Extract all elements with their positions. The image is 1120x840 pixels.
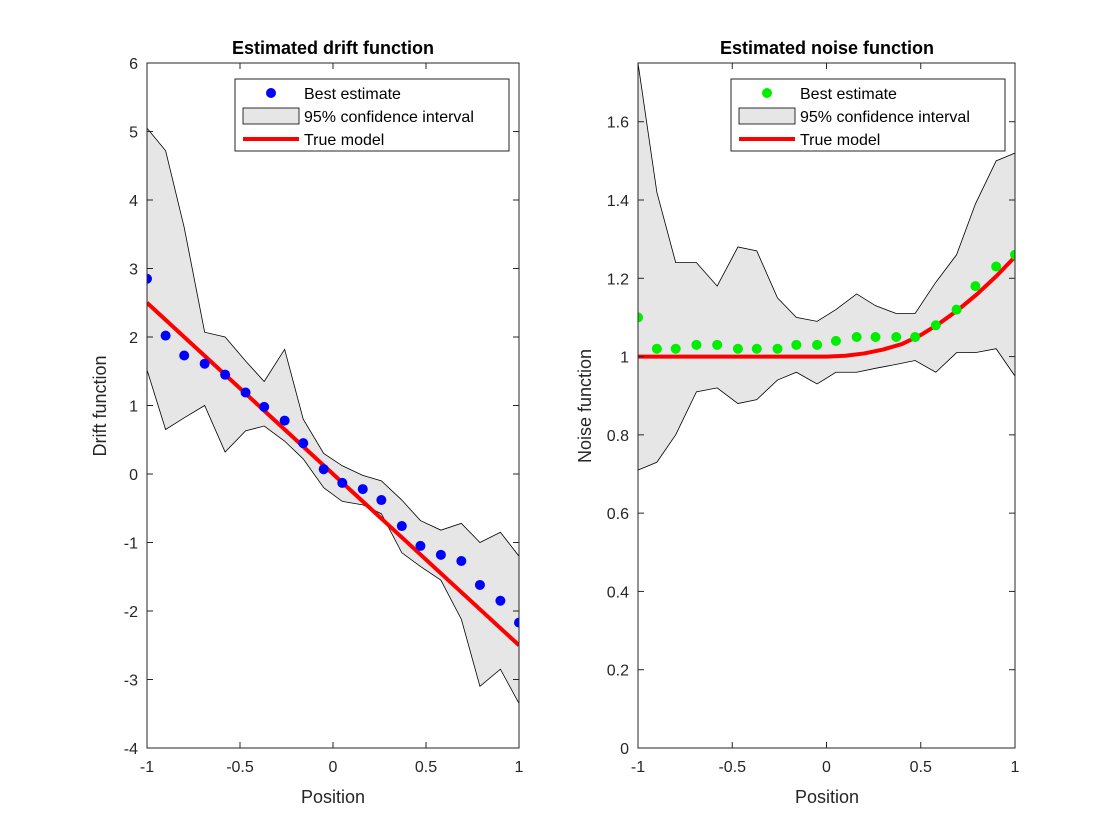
drift-true-model-line xyxy=(147,303,519,646)
drift-y-tick-label: -1 xyxy=(124,536,138,553)
drift-best-estimate-point xyxy=(495,596,505,606)
noise-x-tick-label: -0.5 xyxy=(718,759,746,776)
drift-best-estimate-point xyxy=(319,464,329,474)
drift-legend: Best estimate 95% confidence interval True… xyxy=(235,79,509,151)
drift-y-tick-label: 6 xyxy=(129,56,138,73)
drift-best-estimate-point xyxy=(259,402,269,412)
noise-x-tick-label: 1 xyxy=(1011,759,1020,776)
noise-best-estimate-point xyxy=(891,332,901,342)
drift-best-estimate-point xyxy=(241,387,251,397)
drift-y-tick-label: 3 xyxy=(129,262,138,279)
drift-plot-area xyxy=(142,128,524,703)
noise-x-tick-label: 0.5 xyxy=(910,759,932,776)
noise-legend-label: True model xyxy=(800,132,880,149)
noise-best-estimate-point xyxy=(712,340,722,350)
noise-x-tick-label: 0 xyxy=(822,759,831,776)
noise-legend: Best estimate 95% confidence interval True… xyxy=(731,79,1005,151)
noise-best-estimate-point xyxy=(952,305,962,315)
noise-best-estimate-point xyxy=(931,320,941,330)
drift-best-estimate-point xyxy=(161,331,171,341)
drift-x-axis-label: Position xyxy=(301,787,365,807)
drift-y-tick-label: 1 xyxy=(129,399,138,416)
drift-x-tick-label: 0.5 xyxy=(415,759,437,776)
noise-y-tick-label: 0.4 xyxy=(607,584,629,601)
noise-best-estimate-point xyxy=(910,332,920,342)
drift-legend-label: 95% confidence interval xyxy=(304,109,474,126)
noise-legend-marker-best-estimate xyxy=(762,88,772,98)
noise-y-tick-label: 0.8 xyxy=(607,428,629,445)
drift-best-estimate-point xyxy=(376,495,386,505)
noise-y-axis-label: Noise function xyxy=(575,349,595,463)
drift-y-tick-label: -4 xyxy=(124,741,138,758)
noise-best-estimate-point xyxy=(831,336,841,346)
noise-best-estimate-point xyxy=(970,281,980,291)
noise-legend-label: 95% confidence interval xyxy=(800,109,970,126)
noise-y-tick-label: 0 xyxy=(620,741,629,758)
drift-best-estimate-point xyxy=(337,478,347,488)
drift-best-estimate-point xyxy=(415,541,425,551)
drift-best-estimate-point xyxy=(179,350,189,360)
noise-best-estimate-point xyxy=(671,344,681,354)
drift-legend-marker-confidence xyxy=(243,108,299,124)
drift-panel: Estimated drift function Position Drift … xyxy=(90,38,524,807)
drift-y-tick-label: 4 xyxy=(129,193,138,210)
noise-best-estimate-point xyxy=(733,344,743,354)
drift-legend-label: Best estimate xyxy=(304,86,401,103)
drift-y-tick-label: 0 xyxy=(129,467,138,484)
drift-legend-label: True model xyxy=(304,132,384,149)
drift-best-estimate-point xyxy=(475,580,485,590)
noise-y-tick-label: 0.2 xyxy=(607,663,629,680)
noise-best-estimate-point xyxy=(791,340,801,350)
drift-legend-marker-best-estimate xyxy=(266,88,276,98)
drift-x-tick-label: -1 xyxy=(140,759,154,776)
noise-x-tick-label: -1 xyxy=(631,759,645,776)
drift-y-tick-label: -3 xyxy=(124,673,138,690)
noise-best-estimate-point xyxy=(852,332,862,342)
noise-y-tick-label: 1.2 xyxy=(607,271,629,288)
noise-legend-marker-confidence xyxy=(739,108,795,124)
noise-legend-label: Best estimate xyxy=(800,86,897,103)
noise-best-estimate-point xyxy=(991,262,1001,272)
noise-best-estimate-point xyxy=(652,344,662,354)
noise-best-estimate-point xyxy=(772,344,782,354)
drift-confidence-band xyxy=(147,128,519,703)
drift-chart-title: Estimated drift function xyxy=(232,38,434,58)
drift-y-tick-label: 5 xyxy=(129,125,138,142)
noise-y-tick-label: 1.4 xyxy=(607,193,629,210)
drift-y-tick-label: 2 xyxy=(129,330,138,347)
noise-x-axis-label: Position xyxy=(795,787,859,807)
drift-best-estimate-point xyxy=(397,521,407,531)
noise-y-tick-label: 0.6 xyxy=(607,506,629,523)
drift-best-estimate-point xyxy=(456,556,466,566)
drift-x-tick-label: 1 xyxy=(515,759,524,776)
drift-best-estimate-point xyxy=(298,438,308,448)
drift-y-axis-label: Drift function xyxy=(90,355,110,456)
noise-best-estimate-point xyxy=(812,340,822,350)
noise-axes-box xyxy=(638,63,1015,748)
noise-y-tick-label: 1.6 xyxy=(607,115,629,132)
noise-chart-title: Estimated noise function xyxy=(720,38,934,58)
drift-best-estimate-point xyxy=(200,359,210,369)
drift-y-tick-label: -2 xyxy=(124,604,138,621)
drift-x-tick-label: -0.5 xyxy=(226,759,254,776)
drift-x-tick-label: 0 xyxy=(329,759,338,776)
noise-panel: Estimated noise function Position Noise … xyxy=(575,38,1020,807)
drift-best-estimate-point xyxy=(436,550,446,560)
noise-best-estimate-point xyxy=(691,340,701,350)
drift-best-estimate-point xyxy=(280,416,290,426)
noise-best-estimate-point xyxy=(871,332,881,342)
drift-best-estimate-point xyxy=(358,484,368,494)
noise-best-estimate-point xyxy=(752,344,762,354)
drift-best-estimate-point xyxy=(220,370,230,380)
noise-y-tick-label: 1 xyxy=(620,350,629,367)
